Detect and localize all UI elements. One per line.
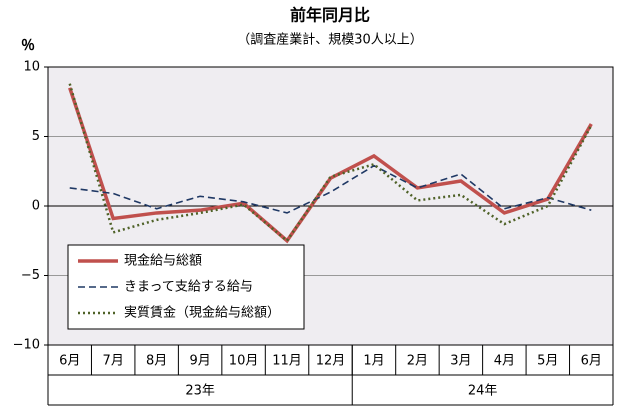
legend-box	[67, 244, 305, 330]
y-tick-label: −5	[21, 268, 40, 283]
y-tick-label: −10	[13, 338, 40, 353]
plot-border	[47, 66, 614, 346]
x-tick-label: 3月	[450, 354, 471, 369]
x-tick-label: 5月	[537, 354, 558, 369]
x-tick-label: 6月	[59, 354, 80, 369]
y-tick-label: 0	[32, 199, 40, 214]
y-axis-label: ％	[21, 38, 35, 54]
series-line	[69, 164, 592, 214]
x-tick-label: 11月	[272, 354, 302, 369]
legend-label: 現金給与総額	[124, 253, 202, 269]
x-tick-label: 7月	[103, 354, 124, 369]
chart-title: 前年同月比	[290, 6, 370, 25]
chart-subtitle: （調査産業計、規模30人以上）	[237, 32, 423, 48]
y-tick-label: 5	[32, 129, 40, 144]
series-line	[68, 83, 593, 243]
x-tick-label: 8月	[146, 354, 167, 369]
year-label: 24年	[468, 384, 498, 399]
x-tick-label: 4月	[494, 354, 515, 369]
legend-label: 実質賃金（現金給与総額）	[124, 305, 280, 321]
x-tick-label: 2月	[407, 354, 428, 369]
y-tick-label: 10	[23, 60, 40, 75]
legend-label: きまって支給する給与	[124, 280, 253, 295]
x-tick-label: 12月	[316, 354, 346, 369]
x-tick-label: 10月	[229, 354, 259, 369]
year-label: 23年	[185, 384, 215, 399]
x-tick-label: 1月	[363, 354, 384, 369]
x-tick-label: 9月	[189, 354, 210, 369]
x-tick-label: 6月	[581, 354, 602, 369]
